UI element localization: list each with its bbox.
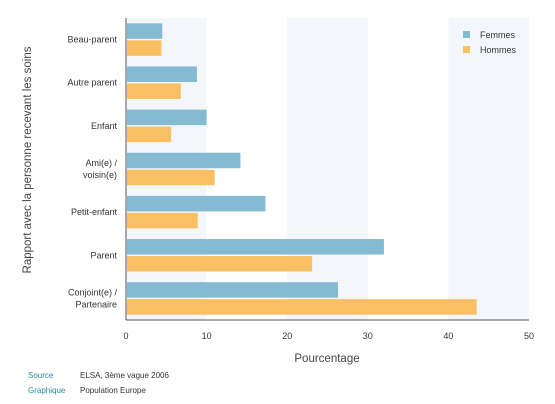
category-label: Partenaire bbox=[75, 299, 117, 309]
source-row: Source ELSA, 3ème vague 2006 bbox=[28, 368, 169, 383]
grid-band bbox=[126, 18, 207, 320]
category-label: Beau-parent bbox=[67, 35, 117, 45]
bar-hommes bbox=[127, 169, 215, 186]
category-label: Enfant bbox=[91, 121, 118, 131]
graphic-label: Graphique bbox=[28, 386, 66, 395]
category-label: Conjoint(e) / bbox=[68, 287, 118, 297]
bar-femmes bbox=[127, 66, 197, 82]
bars bbox=[127, 23, 477, 315]
category-label: Autre parent bbox=[67, 78, 117, 88]
x-tick-label: 20 bbox=[282, 331, 292, 341]
y-axis-title: Rapport avec la personne recevant les so… bbox=[22, 46, 34, 273]
bar-hommes bbox=[127, 299, 477, 315]
x-tick-label: 40 bbox=[443, 331, 453, 341]
category-label: Petit-enfant bbox=[71, 207, 118, 217]
bar-hommes bbox=[127, 256, 313, 272]
x-tick-label: 0 bbox=[123, 331, 128, 341]
x-tick-label: 10 bbox=[202, 331, 212, 341]
bar-hommes bbox=[127, 212, 198, 229]
graphic-row: Graphique Population Europe bbox=[28, 383, 169, 398]
bar-femmes bbox=[127, 152, 241, 169]
category-label: Ami(e) / bbox=[86, 158, 118, 168]
graphic-value: Population Europe bbox=[80, 386, 146, 395]
bar-femmes bbox=[127, 239, 384, 255]
x-tick-label: 30 bbox=[363, 331, 373, 341]
category-labels: Beau-parent Autre parent Enfant Ami(e) / voi… bbox=[67, 35, 117, 310]
x-tick-labels: 0 10 20 30 40 50 bbox=[123, 331, 534, 341]
grid-band bbox=[448, 18, 529, 320]
legend-label-femmes: Femmes bbox=[480, 30, 516, 40]
bar-femmes bbox=[127, 282, 338, 298]
legend-swatch-femmes bbox=[463, 31, 470, 38]
footer: Source ELSA, 3ème vague 2006 Graphique P… bbox=[28, 368, 169, 398]
source-label: Source bbox=[28, 371, 54, 380]
legend-swatch-hommes bbox=[463, 46, 470, 53]
bar-hommes bbox=[127, 40, 162, 56]
source-value: ELSA, 3ème vague 2006 bbox=[80, 371, 169, 380]
x-tick-label: 50 bbox=[524, 331, 534, 341]
bar-femmes bbox=[127, 23, 163, 39]
x-axis-title: Pourcentage bbox=[294, 353, 359, 365]
grid-band bbox=[287, 18, 368, 320]
bar-hommes bbox=[127, 83, 181, 99]
bar-hommes bbox=[127, 126, 172, 143]
bar-femmes bbox=[127, 195, 266, 212]
grid-bands bbox=[126, 18, 529, 320]
legend-label-hommes: Hommes bbox=[480, 45, 517, 55]
category-label: Parent bbox=[90, 250, 117, 260]
legend: Femmes Hommes bbox=[463, 30, 517, 55]
category-label: voisin(e) bbox=[83, 170, 117, 180]
bar-femmes bbox=[127, 109, 207, 126]
axes bbox=[125, 18, 529, 321]
